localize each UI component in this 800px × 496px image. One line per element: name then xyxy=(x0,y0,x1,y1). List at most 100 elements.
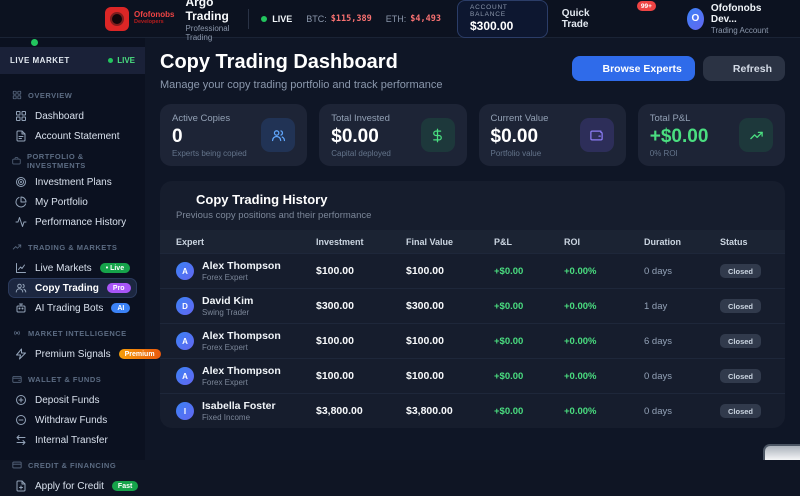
bot-icon xyxy=(15,302,27,314)
stat-sub: Experts being copied xyxy=(172,149,247,158)
sidebar-item-account-statement[interactable]: Account Statement xyxy=(8,126,137,146)
ai-trading-bots-badge: AI xyxy=(111,303,130,313)
brand: Ofofonobs Developers Argo Trading Profes… xyxy=(105,0,236,42)
status-badge: Closed xyxy=(720,264,761,278)
expert-avatar: D xyxy=(176,297,194,315)
history-title: Copy Trading History xyxy=(176,192,769,207)
page-subtitle: Manage your copy trading portfolio and t… xyxy=(160,79,443,91)
live-market-label: LIVE MARKET xyxy=(10,56,70,65)
sidebar-item-performance-history[interactable]: Performance History xyxy=(8,212,137,232)
sidebar-item-withdraw-funds[interactable]: Withdraw Funds xyxy=(8,410,137,430)
expert-name: Isabella Foster xyxy=(202,400,276,412)
premium-signals-badge: Premium xyxy=(119,349,161,359)
expert-avatar: I xyxy=(176,402,194,420)
sidebar-item-live-markets[interactable]: Live Markets• Live xyxy=(8,258,137,278)
roi-value: +0.00% xyxy=(564,266,644,277)
quick-trade-button[interactable]: Quick Trade xyxy=(548,8,618,30)
notification-count-badge: 99+ xyxy=(637,1,656,11)
trending-icon xyxy=(12,242,22,252)
wallet2-icon-box xyxy=(580,118,614,152)
stat-label: Total Invested xyxy=(331,113,391,124)
user-role: Trading Account xyxy=(711,26,772,35)
moon-icon xyxy=(660,9,674,23)
btc-ticker: BTC: $115,389 xyxy=(306,14,371,24)
browse-experts-button[interactable]: Browse Experts xyxy=(572,56,695,81)
live-market-status: LIVE xyxy=(108,56,135,65)
refresh-button[interactable]: Refresh xyxy=(703,56,785,81)
expert-avatar: A xyxy=(176,262,194,280)
minus-circle-icon xyxy=(15,414,27,426)
page-title: Copy Trading Dashboard xyxy=(160,51,443,74)
sidebar-item-my-portfolio[interactable]: My Portfolio xyxy=(8,192,137,212)
dollar-icon xyxy=(430,128,445,143)
column-header-investment: Investment xyxy=(316,237,406,247)
duration-value: 0 days xyxy=(644,406,720,417)
activity-icon xyxy=(15,216,27,228)
sidebar-item-investment-plans[interactable]: Investment Plans xyxy=(8,172,137,192)
pl-value: +$0.00 xyxy=(494,336,564,347)
dollar-icon-box xyxy=(421,118,455,152)
file-plus-icon xyxy=(15,480,27,492)
stat-sub: Capital deployed xyxy=(331,149,391,158)
final-value: $3,800.00 xyxy=(406,405,494,417)
column-header-status: Status xyxy=(720,237,769,247)
expert-role: Fixed Income xyxy=(202,413,276,422)
final-value: $300.00 xyxy=(406,300,494,312)
stat-sub: Portfolio value xyxy=(491,149,549,158)
theme-toggle-button[interactable] xyxy=(660,9,674,28)
account-balance: ACCOUNT BALANCE $300.00 xyxy=(457,0,548,38)
credit-card-icon xyxy=(12,460,22,470)
final-value: $100.00 xyxy=(406,370,494,382)
column-header-expert: Expert xyxy=(176,237,316,247)
expert-name: David Kim xyxy=(202,295,253,307)
notifications-button[interactable]: 99+ xyxy=(631,8,647,29)
final-value: $100.00 xyxy=(406,265,494,277)
sidebar-item-internal-transfer[interactable]: Internal Transfer xyxy=(8,430,137,450)
ticker-dot-icon xyxy=(31,39,38,46)
user-menu[interactable]: O Ofofonobs Dev... Trading Account xyxy=(687,3,786,35)
plus-circle-icon xyxy=(15,394,27,406)
chat-widget-button[interactable] xyxy=(763,444,800,460)
stat-sub: 0% ROI xyxy=(650,149,709,158)
account-balance-value: $300.00 xyxy=(470,19,535,33)
sidebar-section-portfolio-investments: PORTFOLIO & INVESTMENTS xyxy=(12,154,133,168)
stat-label: Active Copies xyxy=(172,113,247,124)
grid-icon xyxy=(15,110,27,122)
avatar: O xyxy=(687,8,704,30)
column-header-final-value: Final Value xyxy=(406,237,494,247)
expert-role: Forex Expert xyxy=(202,273,281,282)
target-icon xyxy=(15,176,27,188)
final-value: $100.00 xyxy=(406,335,494,347)
stat-value: $0.00 xyxy=(491,126,549,148)
sidebar-section-trading-markets: TRADING & MARKETS xyxy=(12,240,133,254)
pie-icon xyxy=(15,196,27,208)
duration-value: 1 day xyxy=(644,301,720,312)
expert-avatar: A xyxy=(176,367,194,385)
history-subtitle: Previous copy positions and their perfor… xyxy=(176,210,769,221)
briefcase-icon xyxy=(12,156,21,166)
expert-role: Swing Trader xyxy=(202,308,253,317)
duration-value: 6 days xyxy=(644,336,720,347)
sidebar-item-deposit-funds[interactable]: Deposit Funds xyxy=(8,390,137,410)
zap-icon xyxy=(548,13,557,25)
roi-value: +0.00% xyxy=(564,406,644,417)
sidebar-item-dashboard[interactable]: Dashboard xyxy=(8,106,137,126)
